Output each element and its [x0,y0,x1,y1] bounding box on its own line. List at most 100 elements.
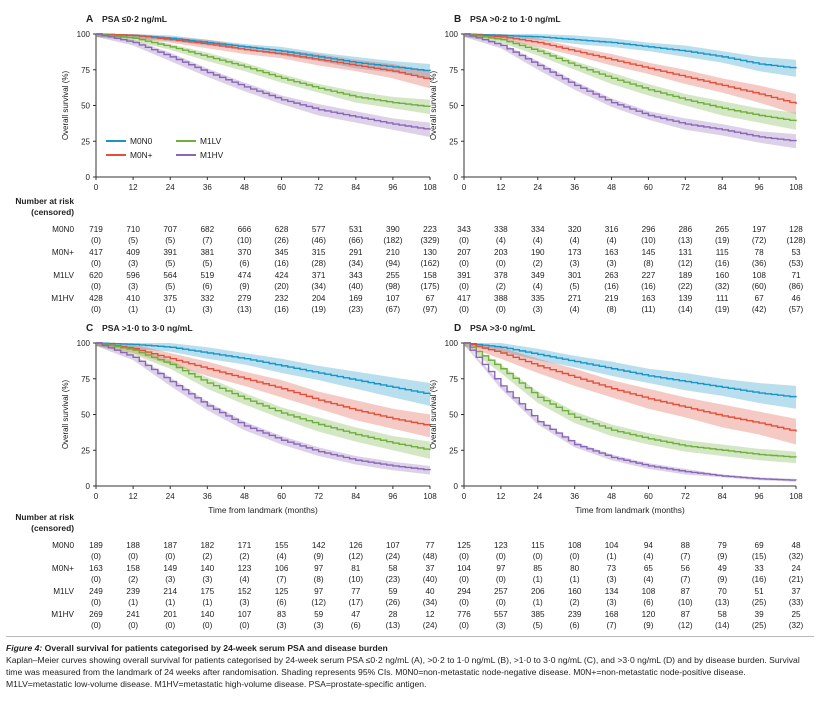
risk-censored: (0) [496,305,506,314]
risk-count: 265 [715,225,729,234]
risk-count: 349 [531,271,545,280]
risk-count: 67 [755,294,765,303]
km-curve-m0nplus [464,342,797,432]
risk-censored: (9) [239,282,249,291]
risk-count: 190 [531,248,545,257]
risk-count: 410 [126,294,140,303]
y-tick-label: 0 [454,173,459,182]
risk-count: 69 [755,541,765,550]
risk-censored: (24) [386,552,401,561]
risk-count: 140 [200,610,214,619]
x-tick-label: 96 [755,492,764,501]
risk-header-title: Number at risk [15,512,74,522]
risk-count: 139 [678,294,692,303]
risk-count: 108 [568,541,582,550]
risk-censored: (3) [128,259,138,268]
risk-row-label: M1HV [51,610,74,619]
risk-count: 710 [126,225,140,234]
risk-count: 79 [718,541,728,550]
km-curve-m1lv [96,342,431,451]
risk-count: 182 [200,541,214,550]
risk-count: 163 [89,564,103,573]
km-curve-m1hv [464,33,797,142]
risk-count: 80 [570,564,580,573]
risk-censored: (4) [277,552,287,561]
risk-count: 175 [200,587,214,596]
risk-censored: (3) [496,621,506,630]
risk-censored: (19) [715,236,730,245]
risk-censored: (46) [311,236,326,245]
legend-label: M0N0 [130,136,153,146]
risk-count: 107 [386,541,400,550]
risk-censored: (4) [643,575,653,584]
risk-censored: (0) [91,282,101,291]
caption-rule [6,636,814,637]
y-tick-label: 100 [445,339,459,348]
risk-count: 115 [716,248,729,257]
panel-C-letter: C [86,323,93,334]
y-tick-label: 25 [449,137,458,146]
risk-count: 388 [494,294,508,303]
km-curve-m1lv [96,33,431,107]
risk-censored: (13) [386,621,401,630]
risk-count: 97 [314,564,324,573]
risk-row-label: M1LV [53,271,74,280]
risk-count: 88 [681,541,691,550]
risk-censored: (0) [128,621,138,630]
risk-censored: (26) [386,598,401,607]
risk-count: 320 [568,225,582,234]
risk-count: 168 [605,610,619,619]
risk-censored: (34) [423,598,438,607]
figure-caption: Figure 4: Overall survival for patients … [6,642,814,690]
risk-censored: (3) [314,621,324,630]
x-tick-label: 12 [129,492,138,501]
risk-censored: (36) [752,259,767,268]
risk-censored: (86) [789,282,804,291]
x-tick-label: 96 [388,183,397,192]
risk-censored: (97) [423,305,438,314]
risk-censored: (28) [311,259,326,268]
risk-censored: (40) [348,282,363,291]
risk-censored: (94) [386,259,401,268]
risk-count: 269 [89,610,103,619]
risk-censored: (2) [202,552,212,561]
risk-censored: (11) [641,305,655,314]
risk-censored: (0) [459,236,469,245]
x-tick-label: 84 [351,183,360,192]
x-tick-label: 84 [718,492,727,501]
panel-C-xlabel: Time from landmark (months) [208,505,318,515]
risk-count: 106 [275,564,289,573]
km-curve-m1lv [464,33,797,122]
risk-count: 620 [89,271,103,280]
risk-censored: (14) [715,621,730,630]
legend-label: M0N+ [130,150,153,160]
risk-censored: (1) [165,598,175,607]
risk-count: 316 [605,225,619,234]
y-tick-label: 0 [86,173,91,182]
risk-count: 719 [89,225,103,234]
risk-count: 33 [755,564,765,573]
risk-count: 381 [200,248,214,257]
risk-count: 37 [791,587,801,596]
risk-count: 12 [425,610,435,619]
risk-censored: (15) [752,552,767,561]
risk-count: 56 [681,564,691,573]
risk-count: 271 [568,294,582,303]
y-tick-label: 25 [449,446,458,455]
risk-censored: (16) [641,282,656,291]
risk-count: 257 [494,587,508,596]
risk-censored: (34) [348,259,363,268]
risk-censored: (34) [311,282,326,291]
risk-table-B: 343 (0) 338 (4) 334 (4) 320 (4) 316 (4) 296 (10) 286… [457,225,806,314]
y-tick-label: 25 [81,446,90,455]
risk-count: 232 [275,294,289,303]
risk-count: 107 [386,294,400,303]
risk-table-C: Number at risk(censored) M0N0 189 (0) 188 (0)… [15,512,437,630]
x-tick-label: 60 [277,183,286,192]
risk-count: 375 [163,294,177,303]
y-tick-label: 0 [454,482,459,491]
risk-count: 111 [716,294,729,303]
y-tick-label: 75 [449,375,458,384]
risk-censored: (6) [570,621,580,630]
risk-count: 140 [200,564,214,573]
